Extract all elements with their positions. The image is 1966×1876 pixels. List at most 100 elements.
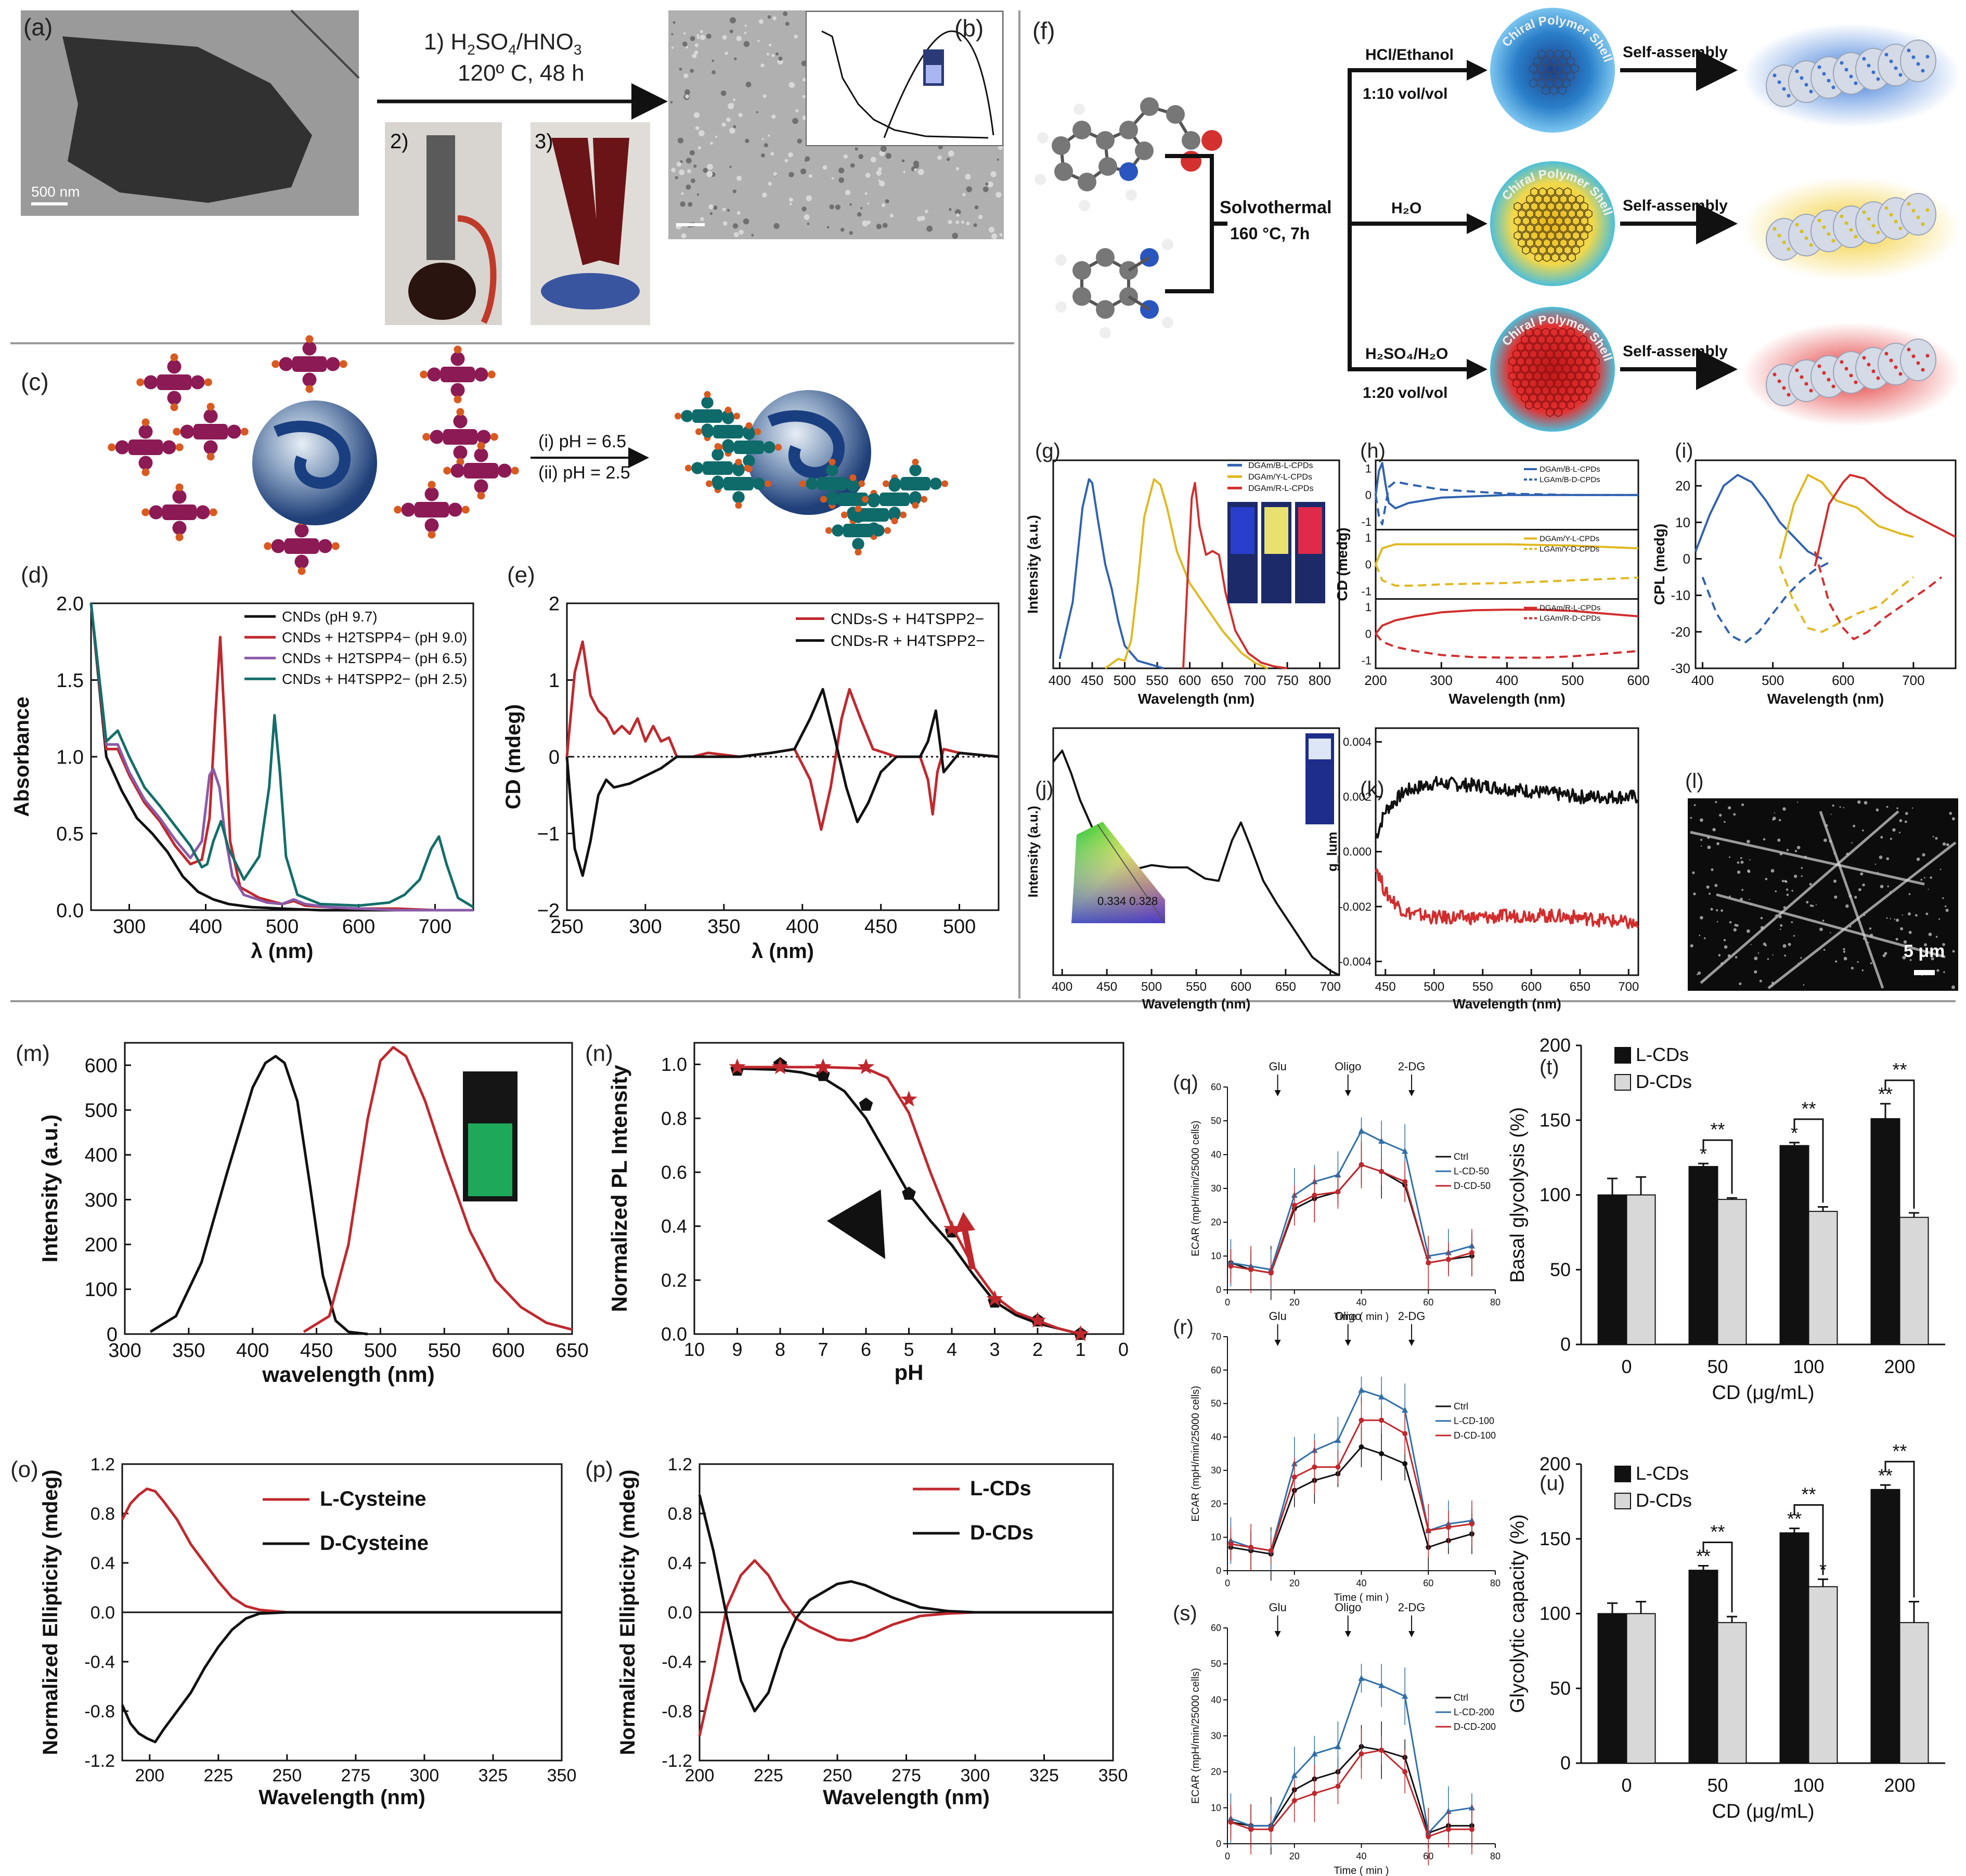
porphyrin-arm bbox=[144, 375, 158, 390]
legend-label: D-Cysteine bbox=[320, 1532, 429, 1555]
hexagon bbox=[1579, 350, 1587, 359]
speckle bbox=[1747, 869, 1751, 873]
speckle bbox=[1719, 813, 1722, 817]
hexagon bbox=[1517, 342, 1525, 352]
x-tick-label: 400 bbox=[189, 916, 222, 938]
tem-speckle bbox=[974, 205, 979, 210]
bar-l-cds bbox=[1688, 1166, 1718, 1345]
atom bbox=[1100, 327, 1111, 339]
tem-speckle bbox=[694, 43, 699, 47]
plot-frame-k bbox=[1375, 727, 1639, 976]
x-tick-label: 600 bbox=[1832, 672, 1854, 688]
data-point-triangle bbox=[1358, 1674, 1365, 1681]
speckle bbox=[1858, 888, 1861, 891]
significance-mark: * bbox=[1791, 1122, 1798, 1144]
legend-label: Ctrl bbox=[1454, 1692, 1468, 1703]
atom bbox=[1119, 121, 1138, 139]
legend-swatch bbox=[1614, 1466, 1631, 1482]
tem-speckle bbox=[683, 73, 689, 79]
speckle bbox=[1700, 845, 1702, 847]
bracket-mark: ** bbox=[1710, 1521, 1725, 1543]
speckle bbox=[1845, 904, 1849, 908]
tem-speckle bbox=[775, 52, 779, 56]
hexagon bbox=[1575, 386, 1583, 395]
speckle bbox=[1942, 943, 1945, 946]
data-point-circle bbox=[1402, 1769, 1408, 1775]
y-tick-label: 10 bbox=[1211, 1803, 1221, 1813]
helix-dot bbox=[1782, 87, 1786, 91]
hexagon bbox=[1521, 393, 1529, 403]
hexagon bbox=[1579, 364, 1587, 373]
data-point-circle bbox=[1268, 1548, 1274, 1554]
tem-speckle bbox=[697, 36, 700, 40]
porphyrin-node bbox=[339, 360, 347, 368]
treatment-label: Glu bbox=[1269, 1601, 1286, 1614]
porphyrin-node bbox=[820, 496, 827, 503]
tem-speckle bbox=[685, 184, 691, 190]
speckle bbox=[1699, 935, 1701, 936]
speckle bbox=[1945, 909, 1949, 912]
y-tick-label: 0 bbox=[1683, 551, 1690, 567]
hexagon bbox=[1512, 379, 1521, 388]
porphyrin-arm bbox=[172, 521, 187, 535]
speckle bbox=[1709, 892, 1711, 895]
porphyrin-arm bbox=[826, 464, 838, 476]
y-tick-label: 200 bbox=[85, 1234, 118, 1256]
y-axis-label: Absorbance bbox=[10, 696, 33, 817]
porphyrin-node bbox=[141, 508, 150, 516]
phenylenediamine-molecule bbox=[1055, 239, 1173, 339]
speckle bbox=[1750, 944, 1752, 946]
data-point-circle bbox=[1426, 1260, 1431, 1265]
speckle bbox=[1819, 927, 1823, 931]
porphyrin-arm bbox=[497, 463, 512, 478]
porphyrin-core bbox=[162, 504, 197, 520]
helix-dot bbox=[1854, 235, 1858, 239]
hexagon bbox=[1526, 224, 1534, 233]
x-tick-label: 300 bbox=[1430, 672, 1453, 688]
significance-mark: * bbox=[1700, 1143, 1707, 1165]
hexagon bbox=[1542, 357, 1550, 366]
y-axis-label: ECAR (mpH/min/25000 cells) bbox=[1190, 1120, 1201, 1256]
data-point-star bbox=[986, 1290, 1003, 1306]
hexagon bbox=[1559, 209, 1568, 218]
data-point-triangle bbox=[1402, 1406, 1408, 1413]
hexagon bbox=[1592, 357, 1600, 366]
atom bbox=[1166, 105, 1185, 124]
treatment-label: Glu bbox=[1269, 1310, 1286, 1323]
speckle bbox=[1896, 918, 1899, 922]
speckle bbox=[1942, 842, 1946, 846]
hexagon bbox=[1542, 86, 1550, 95]
y-tick-label: 1 bbox=[549, 670, 560, 692]
hexagon bbox=[1521, 350, 1529, 359]
atom bbox=[1096, 248, 1115, 267]
y-tick-label: 100 bbox=[85, 1279, 118, 1301]
x-tick-label: 8 bbox=[775, 1339, 785, 1360]
cnd-sphere-right-swirl bbox=[767, 410, 845, 478]
tem-speckle bbox=[987, 181, 993, 188]
hexagon bbox=[1567, 386, 1575, 395]
speckle bbox=[1949, 812, 1952, 815]
hexagon bbox=[1543, 195, 1551, 204]
hexagon bbox=[1522, 245, 1530, 255]
speckle bbox=[1806, 901, 1809, 904]
treatment-label: Glu bbox=[1269, 1060, 1286, 1073]
data-point-circle bbox=[1268, 1827, 1274, 1832]
legend-label: D-CD-100 bbox=[1454, 1430, 1496, 1441]
hexagon bbox=[1534, 195, 1543, 204]
hexagon bbox=[1514, 202, 1522, 211]
hexagon bbox=[1555, 216, 1563, 226]
speckle bbox=[1749, 899, 1750, 900]
speckle bbox=[1849, 925, 1852, 928]
helix-dot bbox=[1827, 378, 1831, 382]
speckle bbox=[1707, 836, 1710, 839]
hexagon bbox=[1546, 408, 1554, 417]
hexagon bbox=[1568, 195, 1576, 204]
x-tick-label: 50 bbox=[1707, 1775, 1728, 1796]
hexagon bbox=[1583, 386, 1592, 395]
porphyrin-arm bbox=[294, 554, 309, 569]
x-tick-label: 225 bbox=[203, 1766, 233, 1786]
porphyrin-node bbox=[461, 506, 470, 514]
tem-speckle bbox=[677, 137, 684, 144]
tem-speckle bbox=[845, 190, 851, 196]
